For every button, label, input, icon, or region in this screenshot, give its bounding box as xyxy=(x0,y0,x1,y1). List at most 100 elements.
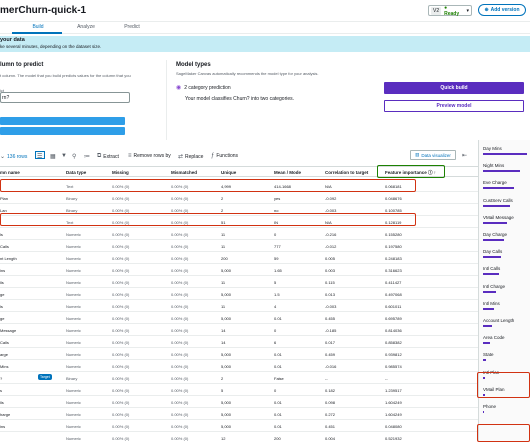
table-row[interactable]: ge Numeric 0.00% (0) 0.00% (0) 5,000 0.01 0.45… xyxy=(0,312,478,324)
cell-mismatched: 0.00% (0) xyxy=(171,255,189,261)
table-row[interactable]: ins Numeric 0.00% (0) 0.00% (0) 5,000 0.01 0.4… xyxy=(0,420,478,432)
col-header-unique[interactable]: Unique xyxy=(221,170,237,175)
col-header-correlation[interactable]: Correlation to target xyxy=(325,170,369,175)
table-row[interactable]: ls Numeric 0.00% (0) 0.00% (0) 11 4 -0.003 0.60… xyxy=(0,300,478,312)
cell-mismatched: 0.00% (0) xyxy=(171,279,189,285)
cell-missing: 0.00% (0) xyxy=(112,207,130,213)
cell-missing: 0.00% (0) xyxy=(112,255,130,261)
search-button[interactable]: ⚲ xyxy=(72,153,76,160)
table-row[interactable]: Lan Binary 0.00% (0) 0.00% (0) 2 no -0.003 0.10… xyxy=(0,204,478,216)
table-row[interactable]: lls Numeric 0.00% (0) 0.00% (0) 5,000 0.01 0.0… xyxy=(0,396,478,408)
cell-missing: 0.00% (0) xyxy=(112,219,130,225)
cell-mean: yes xyxy=(274,195,281,201)
cell-corr: -0.216 xyxy=(325,231,337,237)
tab-build[interactable]: Build xyxy=(32,24,44,30)
cell-missing: 0.00% (0) xyxy=(112,339,130,345)
cell-mismatched: 0.00% (0) xyxy=(171,183,189,189)
table-row[interactable]: s Numeric 0.00% (0) 0.00% (0) 5 0 0.182 1.23951… xyxy=(0,384,478,396)
cell-missing: 0.00% (0) xyxy=(112,363,130,369)
list-view-toggle-selected[interactable] xyxy=(35,151,45,159)
data-visualizer-button[interactable]: ▥ Data visualizer xyxy=(410,150,456,160)
cell-unique: 14 xyxy=(221,327,226,333)
cell-corr: 0.451 xyxy=(325,423,336,429)
cell-corr: -0.003 xyxy=(325,303,337,309)
cell-name: harge xyxy=(0,411,11,417)
target-distribution-bar xyxy=(0,127,125,135)
feature-importance-bar xyxy=(483,325,493,327)
col-header-importance[interactable]: Feature importance ⓘ ↑ xyxy=(385,170,436,176)
active-tab-indicator xyxy=(12,32,62,34)
remove-rows-button[interactable]: ≡ Remove rows by xyxy=(128,153,171,159)
col-header-missing[interactable]: Missing xyxy=(112,170,129,175)
quick-build-button[interactable]: Quick build xyxy=(384,82,524,94)
list-button[interactable]: ≔ xyxy=(84,153,90,160)
cell-mean: 0 xyxy=(274,327,277,333)
grid-view-icon[interactable]: ▦ xyxy=(50,153,56,160)
cell-mismatched: 0.00% (0) xyxy=(171,291,189,297)
data-visualizer-label: Data visualizer xyxy=(421,152,451,158)
extract-button[interactable]: ⧉ Extract xyxy=(97,153,119,160)
cell-missing: 0.00% (0) xyxy=(112,315,130,321)
cell-mean: 200 xyxy=(274,435,281,441)
cell-type: Numeric xyxy=(66,267,81,273)
add-version-button[interactable]: ⊕ Add version xyxy=(478,4,526,16)
functions-button[interactable]: ƒ Functions xyxy=(211,153,238,159)
state-highlight-box xyxy=(477,372,530,398)
list-view-icon[interactable]: ☰ xyxy=(37,153,42,160)
target-distribution-bar xyxy=(0,117,125,125)
table-row[interactable]: ? Binary 0.00% (0) 0.00% (0) 2 False -- -- Targe… xyxy=(0,372,478,384)
filter-button[interactable]: ▼ xyxy=(61,153,67,159)
col-header-mean[interactable]: Mean / Mode xyxy=(274,170,302,175)
cell-mismatched: 0.00% (0) xyxy=(171,207,189,213)
feature-importance-label: Night Mins xyxy=(483,163,505,169)
cell-corr: 0.098 xyxy=(325,399,336,405)
table-row[interactable]: Text 0.00% (0) 0.00% (0) 51 IN N/A 0.128119 xyxy=(0,216,478,228)
table-row[interactable]: Calls Numeric 0.00% (0) 0.00% (0) 11 777 -0.01… xyxy=(0,240,478,252)
table-row[interactable]: Numeric 0.00% (0) 0.00% (0) 12 200 0.004 0.521… xyxy=(0,432,478,442)
tab-predict[interactable]: Predict xyxy=(124,24,140,30)
cell-name: ? xyxy=(0,375,3,381)
cell-unique: 11 xyxy=(221,243,226,249)
cell-missing: 0.00% (0) xyxy=(112,435,130,441)
cell-mismatched: 0.00% (0) xyxy=(171,375,189,381)
cell-missing: 0.00% (0) xyxy=(112,279,130,285)
cell-type: Numeric xyxy=(66,363,81,369)
cell-type: Text xyxy=(66,219,74,225)
table-row[interactable]: harge Numeric 0.00% (0) 0.00% (0) 5,000 0.01 0… xyxy=(0,408,478,420)
table-row[interactable]: Plan Binary 0.00% (0) 0.00% (0) 2 yes -0.092 0.… xyxy=(0,192,478,204)
table-row[interactable]: Calls Numeric 0.00% (0) 0.00% (0) 14 6 0.017 0.… xyxy=(0,336,478,348)
replace-button[interactable]: ⇄ Replace xyxy=(178,153,203,161)
preview-model-button[interactable]: Preview model xyxy=(384,100,524,112)
col-header-name[interactable]: mn name xyxy=(0,170,20,175)
column-count: ⌄ 136 rows xyxy=(0,153,27,161)
cell-unique: 12 xyxy=(221,435,226,441)
table-row[interactable]: nt Length Numeric 0.00% (0) 0.00% (0) 200 59 0… xyxy=(0,252,478,264)
collapse-icon[interactable]: ⇤ xyxy=(462,153,468,159)
target-column-select[interactable]: rn? xyxy=(0,92,130,103)
table-row[interactable]: Mins Numeric 0.00% (0) 0.00% (0) 5,000 0.01 -0… xyxy=(0,360,478,372)
cell-mismatched: 0.00% (0) xyxy=(171,219,189,225)
cell-missing: 0.00% (0) xyxy=(112,327,130,333)
col-header-type[interactable]: Data type xyxy=(66,170,87,175)
table-row[interactable]: ls Numeric 0.00% (0) 0.00% (0) 11 0 -0.216 0.15… xyxy=(0,228,478,240)
table-row[interactable]: ge Numeric 0.00% (0) 0.00% (0) 5,000 1.5 0.013… xyxy=(0,288,478,300)
cell-mean: 1.5 xyxy=(274,291,280,297)
cell-name: ins xyxy=(0,267,6,273)
tab-analyze[interactable]: Analyze xyxy=(77,24,95,30)
cell-missing: 0.00% (0) xyxy=(112,399,130,405)
cell-unique: 5 xyxy=(221,387,224,393)
feature-importance-label: VMail Plan xyxy=(483,386,505,392)
version-status-dropdown[interactable]: V2 ● Ready ▾ xyxy=(428,5,472,17)
table-row[interactable]: ins Numeric 0.00% (0) 0.00% (0) 5,000 1.65 0.0… xyxy=(0,264,478,276)
col-header-mismatched[interactable]: Mismatched xyxy=(171,170,198,175)
cell-mismatched: 0.00% (0) xyxy=(171,327,189,333)
table-row[interactable]: Message Numeric 0.00% (0) 0.00% (0) 14 0 -0.18… xyxy=(0,324,478,336)
feature-importance-label: State xyxy=(483,352,494,358)
cell-missing: 0.00% (0) xyxy=(112,183,130,189)
feature-importance-label: Intl Calls xyxy=(483,266,501,272)
table-row[interactable]: arge Numeric 0.00% (0) 0.00% (0) 5,000 0.01 0.… xyxy=(0,348,478,360)
cell-missing: 0.00% (0) xyxy=(112,195,130,201)
cell-corr: 0.182 xyxy=(325,387,336,393)
cell-type: Numeric xyxy=(66,399,81,405)
table-row[interactable]: lls Numeric 0.00% (0) 0.00% (0) 11 5 0.115 0.41… xyxy=(0,276,478,288)
